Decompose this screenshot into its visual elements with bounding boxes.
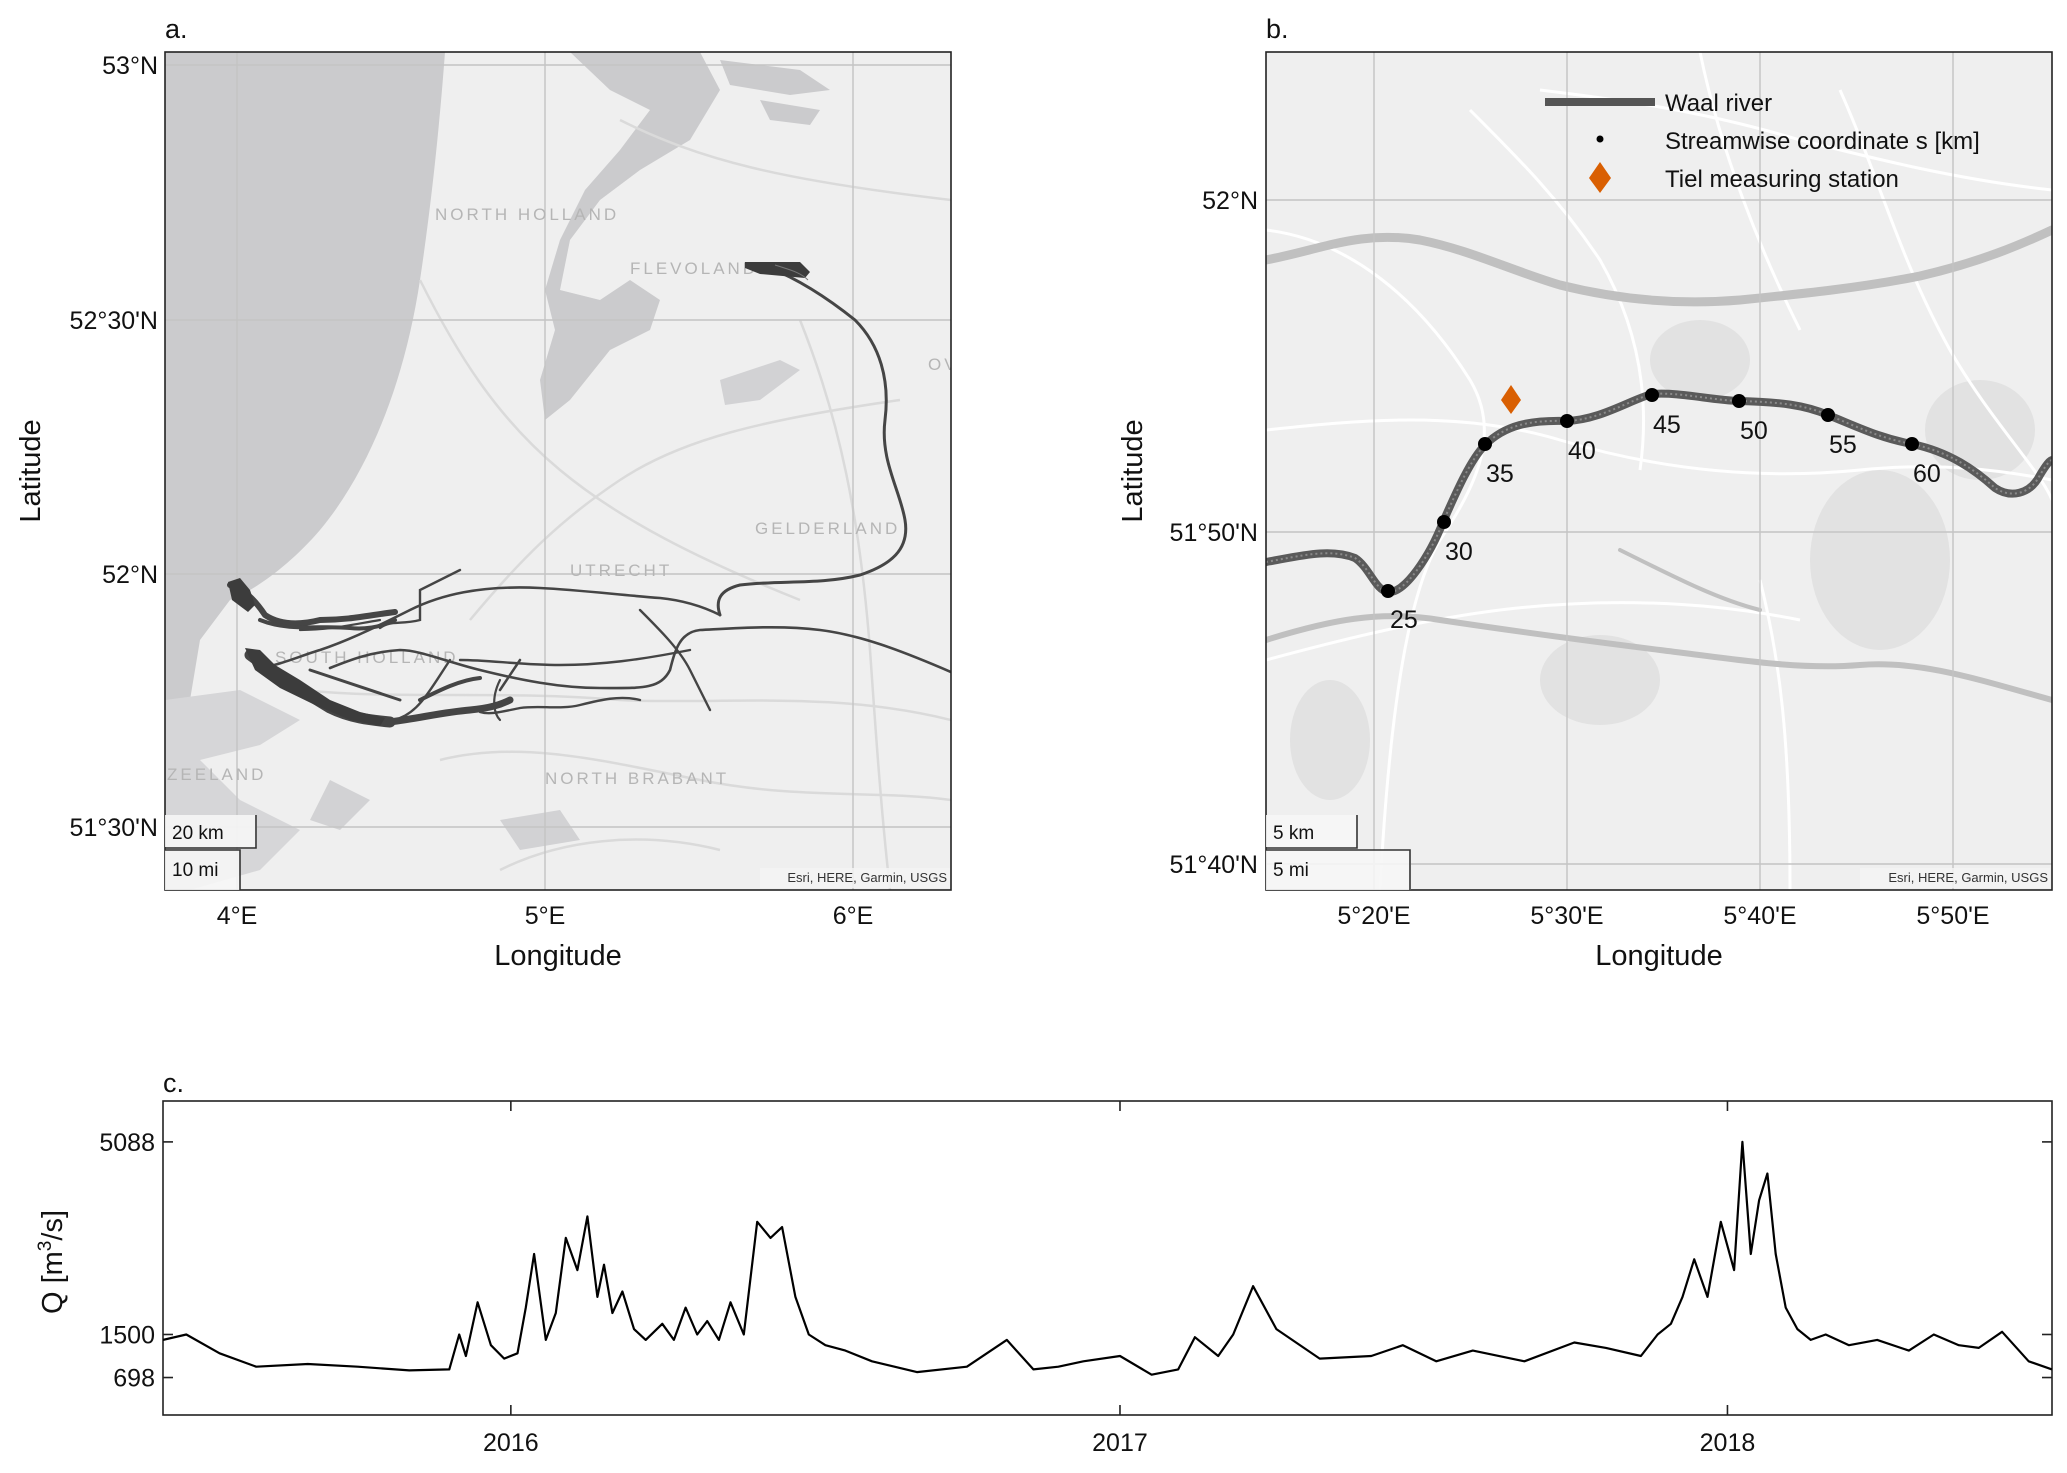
border-lakes — [310, 360, 800, 850]
panel-c-ticks: 698 1500 5088 2016 2017 2018 — [99, 1101, 2052, 1457]
panel-a-ytick-5130: 51°30'N — [70, 814, 158, 842]
place-label-overijssel: OV — [928, 355, 959, 374]
panel-c-ylabel: Q [m3/s] — [35, 1210, 69, 1314]
panel-a-map[interactable]: NORTH HOLLAND FLEVOLAND GELDERLAND UTREC… — [164, 51, 959, 891]
attribution-a: Esri, HERE, Garmin, USGS — [787, 870, 947, 885]
km-label-55: 55 — [1829, 431, 1857, 459]
legend-marker-label: Streamwise coordinate s [km] — [1665, 128, 1980, 155]
place-label-north-holland: NORTH HOLLAND — [435, 205, 619, 224]
grid-b — [1266, 52, 2052, 890]
legend-station-swatch — [1589, 162, 1611, 193]
wadden-islands — [720, 60, 830, 125]
panel-a-ylabel: Latitude — [15, 419, 47, 522]
panel-a-xtick-4: 4°E — [217, 902, 258, 930]
place-label-north-brabant: NORTH BRABANT — [545, 769, 729, 788]
panel-c-label: c. — [163, 1068, 184, 1098]
place-label-zeeland: ZEELAND — [167, 765, 266, 784]
place-label-flevoland: FLEVOLAND — [630, 259, 758, 278]
x-tick-label: 2018 — [1700, 1429, 1756, 1457]
grid-a — [165, 52, 951, 890]
panel-b-frame — [1265, 51, 2053, 891]
panel-b-xtick-520: 5°20'E — [1337, 902, 1410, 930]
panel-b-ylabel: Latitude — [1117, 419, 1149, 522]
km-marker-40 — [1560, 414, 1574, 428]
panel-b-ytick-5150: 51°50'N — [1170, 519, 1258, 547]
other-rivers — [1266, 225, 2052, 703]
panel-b-xtick-540: 5°40'E — [1723, 902, 1796, 930]
flevoland-channel — [745, 262, 810, 281]
km-label-30: 30 — [1445, 538, 1473, 566]
km-label-40: 40 — [1568, 437, 1596, 465]
scale-mi-label: 10 mi — [172, 860, 218, 881]
panel-b-axes: b. 52°N 51°50'N 51°40'N 5°20'E 5°30'E 5°… — [1117, 14, 1990, 972]
ylabel-sup: 3 — [35, 1241, 56, 1252]
scale-km-label-b: 5 km — [1273, 823, 1314, 844]
rhine-mouth-2 — [245, 648, 385, 726]
km-marker-55 — [1821, 408, 1835, 422]
panel-a-frame — [164, 51, 952, 891]
scale-mi-label-b: 5 mi — [1273, 860, 1309, 881]
y-tick-label: 698 — [113, 1365, 155, 1393]
scale-bar-b: 5 km 5 mi — [1266, 815, 1411, 890]
legend-marker-swatch — [1596, 135, 1604, 143]
river-network — [227, 266, 951, 728]
panel-a-ytick-5230: 52°30'N — [70, 307, 158, 335]
panel-a-xlabel: Longitude — [494, 940, 621, 972]
panel-a-ytick-53: 53°N — [102, 52, 158, 80]
legend-b: Waal river Streamwise coordinate s [km] … — [1545, 90, 1980, 193]
panel-b-xlabel: Longitude — [1595, 940, 1722, 972]
km-label-35: 35 — [1486, 460, 1514, 488]
km-marker-25 — [1381, 584, 1395, 598]
map-background-b — [1266, 52, 2052, 890]
panel-b-xtick-530: 5°30'E — [1530, 902, 1603, 930]
y-tick-label: 5088 — [99, 1129, 155, 1157]
panel-b-ytick-52: 52°N — [1202, 187, 1258, 215]
ylabel-main: Q [m — [37, 1251, 69, 1314]
north-sea — [165, 52, 445, 790]
x-tick-label: 2017 — [1092, 1429, 1148, 1457]
attribution-b: Esri, HERE, Garmin, USGS — [1888, 870, 2048, 885]
panel-a-xtick-6: 6°E — [833, 902, 874, 930]
panel-c-chart: c. 698 1500 5088 2016 2017 2018 Q [m3/s] — [35, 1068, 2053, 1457]
place-label-utrecht: UTRECHT — [570, 561, 672, 580]
km-marker-30 — [1437, 515, 1451, 529]
legend-river-label: Waal river — [1665, 90, 1772, 117]
place-label-south-holland: SOUTH HOLLAND — [275, 648, 459, 667]
km-label-60: 60 — [1913, 460, 1941, 488]
panel-a-ytick-52: 52°N — [102, 561, 158, 589]
tiel-station-marker — [1501, 385, 1521, 414]
km-markers — [1381, 388, 1919, 598]
place-label-gelderland: GELDERLAND — [755, 519, 900, 538]
panel-b-xtick-550: 5°50'E — [1916, 902, 1989, 930]
ylabel-tail: /s] — [37, 1210, 69, 1241]
y-tick-label: 1500 — [99, 1321, 155, 1349]
legend-station-label: Tiel measuring station — [1665, 166, 1899, 193]
panel-a-axes: a. 53°N 52°30'N 52°N 51°30'N 4°E 5°E 6°E… — [15, 14, 873, 972]
km-marker-50 — [1732, 394, 1746, 408]
rhine-mouth — [228, 578, 255, 612]
panel-a-label: a. — [165, 14, 188, 44]
scale-km-label: 20 km — [172, 823, 224, 844]
km-label-45: 45 — [1653, 411, 1681, 439]
km-marker-35 — [1478, 437, 1492, 451]
km-marker-60 — [1905, 437, 1919, 451]
x-tick-label: 2016 — [483, 1429, 539, 1457]
scale-bar-a: 20 km 10 mi — [165, 815, 257, 890]
km-marker-45 — [1645, 388, 1659, 402]
panel-a-xtick-5: 5°E — [525, 902, 566, 930]
panel-b-map[interactable]: 25 30 35 40 45 50 55 60 Waal river Strea… — [1265, 51, 2053, 891]
panel-c-frame — [162, 1100, 2053, 1416]
panel-b-label: b. — [1266, 14, 1289, 44]
panel-b-ytick-5140: 51°40'N — [1170, 851, 1258, 879]
km-label-25: 25 — [1390, 606, 1418, 634]
discharge-series-line — [163, 1140, 2052, 1376]
km-label-50: 50 — [1740, 417, 1768, 445]
